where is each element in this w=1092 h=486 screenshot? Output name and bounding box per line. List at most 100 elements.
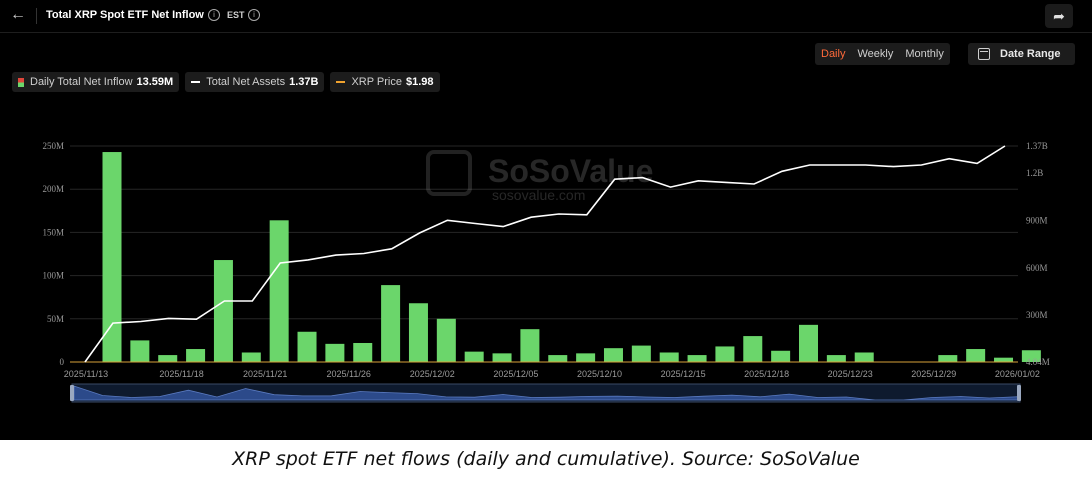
watermark-logo-icon (426, 150, 472, 196)
x-tick-label: 2025/12/29 (911, 369, 956, 379)
x-tick-label: 2025/12/15 (661, 369, 706, 379)
bar[interactable] (381, 285, 401, 362)
y-left-tick-label: 100M (42, 271, 64, 281)
bar[interactable] (938, 355, 958, 362)
y-right-tick-label: 1.2B (1026, 168, 1043, 178)
y-left-tick-label: 200M (42, 184, 64, 194)
x-tick-label: 2025/11/26 (327, 369, 371, 379)
divider (36, 8, 37, 24)
y-right-tick-label: 900M (1026, 215, 1048, 225)
bar[interactable] (715, 346, 735, 362)
y-left-tick-label: 250M (42, 141, 64, 151)
chart-svg: SoSoValue sosovalue.com 0 50M 100M 150M 200M… (42, 141, 1050, 403)
x-tick-label: 2026/01/02 (995, 369, 1040, 379)
x-tick-label: 2025/11/21 (243, 369, 287, 379)
chart-panel: ← Total XRP Spot ETF Net Inflow i EST i … (0, 0, 1092, 440)
page-title: Total XRP Spot ETF Net Inflow (46, 9, 204, 21)
tab-weekly[interactable]: Weekly (857, 48, 894, 60)
x-tick-label: 2025/12/23 (828, 369, 873, 379)
legend-total-net-assets[interactable]: Total Net Assets 1.37B (185, 72, 325, 92)
bar[interactable] (854, 352, 874, 362)
bar[interactable] (408, 303, 428, 362)
line-swatch-icon (191, 81, 201, 83)
y-left-tick-label: 0 (60, 357, 65, 367)
bar[interactable] (436, 318, 456, 362)
bar[interactable] (659, 352, 679, 362)
x-tick-label: 2025/12/10 (577, 369, 622, 379)
legend-daily-inflow[interactable]: Daily Total Net Inflow 13.59M (12, 72, 180, 92)
calendar-icon (978, 48, 990, 60)
bar[interactable] (130, 340, 150, 362)
legend-label: XRP Price (351, 76, 402, 88)
bar[interactable] (966, 349, 986, 362)
bar[interactable] (464, 351, 484, 362)
bar[interactable] (1021, 350, 1041, 362)
x-tick-label: 2025/11/18 (159, 369, 203, 379)
legend-value: 13.59M (136, 76, 174, 88)
x-tick-label: 2025/12/18 (744, 369, 789, 379)
bar[interactable] (548, 355, 568, 362)
legend-value: 1.37B (289, 76, 319, 88)
bar[interactable] (158, 355, 178, 362)
date-range-button[interactable]: Date Range (968, 43, 1075, 65)
top-bar: ← Total XRP Spot ETF Net Inflow i EST i … (0, 0, 1092, 32)
watermark-brand: SoSoValue (488, 153, 653, 189)
bar[interactable] (826, 355, 846, 362)
y-right-tick-label: 1.37B (1026, 141, 1048, 151)
bar[interactable] (213, 260, 233, 362)
arrow-left-icon[interactable]: ← (10, 6, 26, 23)
bar[interactable] (492, 353, 512, 362)
total-net-assets-line[interactable] (84, 145, 1006, 363)
navigator-handle-right[interactable] (1017, 385, 1021, 401)
header-divider (0, 32, 1092, 33)
bar[interactable] (687, 355, 707, 362)
bar[interactable] (353, 342, 373, 362)
y-axis-left: 0 50M 100M 150M 200M 250M (42, 141, 64, 367)
y-right-tick-label: 4.04M (1026, 357, 1050, 367)
navigator-area (73, 385, 1019, 401)
bar[interactable] (743, 336, 763, 362)
period-tabs: Daily Weekly Monthly (815, 43, 950, 65)
legend-xrp-price[interactable]: XRP Price $1.98 (330, 72, 440, 92)
bar[interactable] (603, 348, 623, 362)
legend-value: $1.98 (406, 76, 434, 88)
share-icon[interactable]: ➦ (1045, 4, 1073, 28)
bar-series (70, 152, 1041, 363)
bar[interactable] (771, 350, 791, 362)
bar[interactable] (297, 331, 317, 362)
bar[interactable] (325, 343, 345, 362)
x-tick-label: 2025/11/13 (64, 369, 108, 379)
legend: Daily Total Net Inflow 13.59M Total Net … (12, 72, 440, 92)
range-navigator (70, 383, 1021, 403)
y-axis-right: 4.04M 300M 600M 900M 1.2B 1.37B (1026, 141, 1050, 367)
bar[interactable] (241, 352, 261, 362)
figure-caption: XRP spot ETF net flows (daily and cumula… (232, 448, 860, 470)
legend-label: Total Net Assets (206, 76, 286, 88)
line-series (84, 145, 1006, 363)
y-right-tick-label: 600M (1026, 263, 1048, 273)
bar[interactable] (269, 220, 289, 362)
bar[interactable] (631, 345, 651, 362)
y-left-tick-label: 150M (42, 227, 64, 237)
y-left-tick-label: 50M (47, 314, 64, 324)
x-axis: 2025/11/13 2025/11/18 2025/11/21 2025/11/26… (64, 369, 1040, 379)
timezone-info-icon[interactable]: i (248, 9, 260, 21)
bar[interactable] (102, 152, 122, 362)
y-right-tick-label: 300M (1026, 310, 1048, 320)
legend-label: Daily Total Net Inflow (30, 76, 133, 88)
date-range-label: Date Range (1000, 48, 1061, 60)
watermark: SoSoValue sosovalue.com (426, 150, 653, 203)
bar[interactable] (576, 353, 596, 362)
x-tick-label: 2025/12/02 (410, 369, 455, 379)
price-swatch-icon (336, 81, 346, 83)
tab-monthly[interactable]: Monthly (905, 48, 944, 60)
bar[interactable] (186, 349, 206, 362)
bar[interactable] (520, 329, 540, 362)
info-icon[interactable]: i (208, 9, 220, 21)
tab-daily[interactable]: Daily (821, 48, 846, 60)
timezone-label: EST (227, 10, 245, 20)
navigator-handle-left[interactable] (70, 385, 74, 401)
bar[interactable] (994, 357, 1014, 362)
bar[interactable] (799, 324, 818, 362)
bar-swatch-icon (18, 77, 24, 87)
